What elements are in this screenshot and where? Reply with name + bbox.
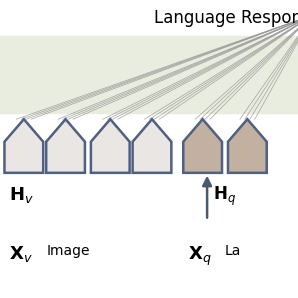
Bar	[0, 36, 298, 113]
Polygon shape	[133, 119, 171, 173]
Polygon shape	[4, 119, 43, 173]
Text: $\mathbf{H}_q$: $\mathbf{H}_q$	[213, 185, 236, 208]
Text: $\mathbf{X}_q$: $\mathbf{X}_q$	[188, 244, 211, 268]
Polygon shape	[228, 119, 267, 173]
Polygon shape	[91, 119, 130, 173]
Polygon shape	[183, 119, 222, 173]
Text: La: La	[225, 244, 241, 258]
Text: $\mathbf{X}_v$: $\mathbf{X}_v$	[9, 244, 32, 264]
Polygon shape	[46, 119, 85, 173]
Text: Image: Image	[46, 244, 90, 258]
Text: $\mathbf{H}_v$: $\mathbf{H}_v$	[9, 185, 34, 205]
Text: Language Respons: Language Respons	[154, 9, 298, 27]
